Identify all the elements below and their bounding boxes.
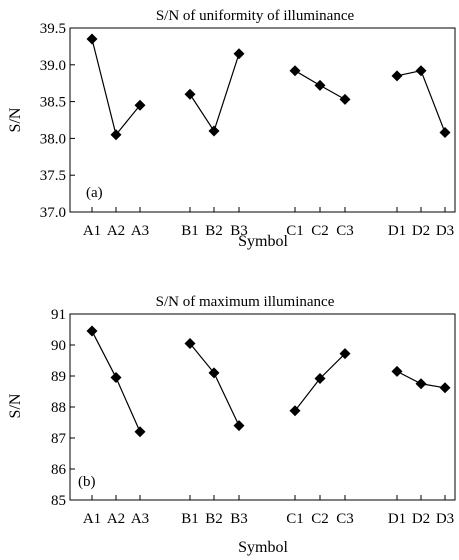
y-tick-label: 89 bbox=[51, 369, 66, 385]
series-lines bbox=[91, 38, 446, 137]
data-point-c3 bbox=[339, 93, 351, 105]
x-tick-label: B3 bbox=[230, 223, 248, 239]
x-tick-label: D3 bbox=[436, 223, 454, 239]
data-point-d3 bbox=[439, 127, 451, 139]
y-tick-label: 90 bbox=[51, 338, 66, 354]
data-point-b3 bbox=[233, 48, 245, 60]
x-tick-label: C2 bbox=[311, 511, 329, 527]
data-point-b1 bbox=[184, 88, 196, 100]
series-lines bbox=[91, 330, 446, 433]
data-point-c1 bbox=[289, 405, 301, 417]
chart-title: S/N of maximum illuminance bbox=[156, 294, 335, 310]
y-axis-label: S/N bbox=[7, 107, 24, 132]
y-tick-label: 85 bbox=[51, 493, 66, 509]
x-ticks: A1 A2 A3 B1 B2 B3 C1 C2 C3 D1 D2 D3 bbox=[83, 495, 454, 527]
data-points bbox=[86, 325, 451, 438]
x-tick-label: C1 bbox=[286, 511, 304, 527]
chart-panel-a: S/N of uniformity of illuminance (a) S/N… bbox=[7, 8, 456, 250]
y-ticks: 85 86 87 88 89 90 91 bbox=[51, 307, 75, 509]
x-tick-label: C3 bbox=[336, 223, 354, 239]
data-point-b3 bbox=[233, 420, 245, 432]
data-point-a2 bbox=[110, 372, 122, 384]
data-point-c2 bbox=[314, 372, 326, 384]
x-tick-label: D2 bbox=[412, 223, 430, 239]
x-tick-label: D1 bbox=[388, 511, 406, 527]
y-tick-label: 86 bbox=[51, 462, 67, 478]
panel-label: (b) bbox=[78, 474, 96, 490]
data-point-d1 bbox=[391, 70, 403, 82]
chart-title: S/N of uniformity of illuminance bbox=[156, 8, 355, 24]
data-point-a1 bbox=[86, 33, 98, 45]
data-point-d2 bbox=[415, 378, 427, 390]
y-tick-label: 38.0 bbox=[40, 131, 66, 147]
x-tick-label: D1 bbox=[388, 223, 406, 239]
data-point-a1 bbox=[86, 325, 98, 337]
x-tick-label: B1 bbox=[181, 223, 199, 239]
x-tick-label: D2 bbox=[412, 511, 430, 527]
x-tick-label: A2 bbox=[107, 223, 125, 239]
data-point-c1 bbox=[289, 65, 301, 77]
x-axis-label: Symbol bbox=[238, 233, 288, 250]
y-tick-label: 37.0 bbox=[40, 205, 66, 221]
chart-panel-b: S/N of maximum illuminance (b) S/N Symbo… bbox=[7, 294, 456, 556]
y-tick-label: 39.5 bbox=[40, 21, 66, 37]
series-line-group-2 bbox=[189, 343, 240, 426]
data-point-a3 bbox=[134, 99, 146, 111]
plot-frame bbox=[69, 313, 456, 501]
data-point-b2 bbox=[208, 367, 220, 379]
y-axis-label: S/N bbox=[7, 393, 24, 418]
x-tick-label: A1 bbox=[83, 223, 101, 239]
x-tick-label: B2 bbox=[205, 511, 223, 527]
y-tick-label: 38.5 bbox=[40, 95, 66, 111]
data-point-b2 bbox=[208, 125, 220, 137]
series-line-group-4 bbox=[396, 69, 446, 133]
x-tick-label: D3 bbox=[436, 511, 454, 527]
y-tick-label: 39.0 bbox=[40, 58, 66, 74]
x-ticks: A1 A2 A3 B1 B2 B3 C1 C2 C3 D1 D2 D3 bbox=[83, 207, 454, 239]
x-tick-label: C3 bbox=[336, 511, 354, 527]
data-point-d1 bbox=[391, 365, 403, 377]
panel-label: (a) bbox=[86, 185, 103, 201]
x-tick-label: A3 bbox=[131, 223, 149, 239]
x-tick-label: C2 bbox=[311, 223, 329, 239]
plot-frame bbox=[69, 27, 456, 213]
x-tick-label: A2 bbox=[107, 511, 125, 527]
x-tick-label: B2 bbox=[205, 223, 223, 239]
y-ticks: 37.0 37.5 38.0 38.5 39.0 39.5 bbox=[40, 21, 75, 221]
data-point-a2 bbox=[110, 129, 122, 141]
x-tick-label: B3 bbox=[230, 511, 248, 527]
y-tick-label: 87 bbox=[51, 431, 67, 447]
y-tick-label: 37.5 bbox=[40, 168, 66, 184]
x-axis-label: Symbol bbox=[238, 539, 288, 556]
series-line-group-2 bbox=[189, 53, 240, 133]
y-tick-label: 91 bbox=[51, 307, 66, 323]
data-point-c2 bbox=[314, 79, 326, 91]
x-tick-label: C1 bbox=[286, 223, 304, 239]
data-point-c3 bbox=[339, 348, 351, 360]
data-point-d2 bbox=[415, 65, 427, 77]
data-points bbox=[86, 33, 451, 141]
series-line-group-1 bbox=[91, 38, 141, 137]
x-tick-label: B1 bbox=[181, 511, 199, 527]
data-point-b1 bbox=[184, 337, 196, 349]
y-tick-label: 88 bbox=[51, 400, 66, 416]
data-point-d3 bbox=[439, 382, 451, 394]
x-tick-label: A1 bbox=[83, 511, 101, 527]
data-point-a3 bbox=[134, 426, 146, 438]
x-tick-label: A3 bbox=[131, 511, 149, 527]
